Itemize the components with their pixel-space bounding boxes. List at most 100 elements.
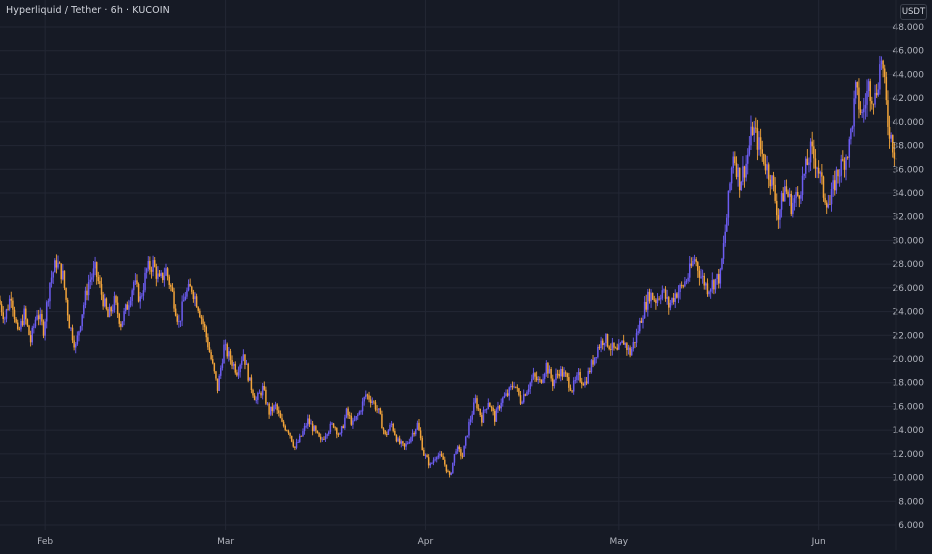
- candle-body: [62, 270, 64, 280]
- candle-body: [237, 372, 240, 376]
- candle-body: [595, 357, 598, 359]
- candle-body: [464, 436, 467, 446]
- candle-body: [410, 437, 412, 443]
- candle-body: [108, 307, 111, 318]
- candle-body: [440, 453, 443, 457]
- candle-body: [123, 311, 125, 322]
- candle-body: [460, 449, 462, 456]
- candle-body: [215, 371, 217, 379]
- candle-body: [863, 108, 865, 113]
- candle-body: [124, 304, 127, 312]
- candle-body: [149, 261, 151, 270]
- candle-body: [113, 296, 116, 310]
- candle-body: [798, 195, 801, 199]
- candle-body: [381, 414, 383, 429]
- candle-body: [102, 294, 104, 307]
- candle-body: [266, 403, 269, 405]
- candle-body: [297, 441, 299, 443]
- candle-body: [572, 380, 575, 392]
- candle-body: [231, 360, 233, 366]
- candle-body: [775, 200, 778, 216]
- candle-body: [273, 405, 275, 412]
- candle-body: [45, 302, 48, 322]
- candle-body: [490, 406, 493, 408]
- candle-body: [54, 260, 56, 273]
- candle-body: [708, 291, 710, 295]
- y-tick-label: 8.000: [898, 497, 924, 507]
- grid-layer: [0, 0, 896, 530]
- candle-body: [885, 76, 888, 101]
- candle-body: [182, 300, 185, 302]
- candle-body: [374, 402, 377, 410]
- candle-body: [500, 402, 502, 409]
- candle-body: [203, 323, 206, 328]
- candle-body: [439, 453, 441, 456]
- candle-body: [632, 342, 635, 349]
- candle-body: [622, 340, 625, 345]
- candle-body: [8, 298, 11, 310]
- candle-body: [173, 291, 175, 309]
- candle-body: [434, 459, 436, 461]
- candle-body: [758, 137, 760, 150]
- candle-body: [429, 463, 432, 466]
- currency-badge[interactable]: USDT: [900, 4, 927, 20]
- candle-body: [527, 388, 530, 392]
- candle-body: [315, 426, 317, 431]
- candle-body: [840, 159, 842, 176]
- candle-body: [387, 430, 390, 435]
- candle-body: [195, 296, 198, 308]
- candle-body: [278, 410, 280, 414]
- candle-body: [742, 166, 744, 182]
- candle-body: [281, 418, 283, 422]
- candle-body: [81, 314, 83, 327]
- candle-body: [323, 439, 325, 441]
- candle-body: [610, 349, 612, 350]
- candle-body: [564, 372, 567, 374]
- candle-body: [181, 301, 183, 321]
- candle-body: [348, 415, 351, 417]
- candle-body: [47, 301, 50, 303]
- candle-body: [871, 100, 873, 104]
- candle-body: [16, 322, 19, 329]
- candle-body: [97, 276, 100, 282]
- candle-body: [447, 471, 449, 473]
- candle-body: [150, 269, 153, 272]
- candle-body: [105, 298, 108, 310]
- candle-body: [363, 397, 365, 402]
- candle-body: [806, 158, 809, 165]
- candle-body: [577, 372, 580, 376]
- candle-body: [526, 391, 528, 396]
- candle-body: [257, 393, 259, 400]
- candle-body: [542, 378, 544, 383]
- candle-body: [516, 387, 519, 389]
- candle-body: [268, 403, 270, 415]
- candle-body: [361, 401, 364, 412]
- candle-body: [427, 457, 430, 466]
- candle-body: [394, 430, 396, 436]
- candle-body: [563, 372, 565, 377]
- candle-body: [310, 423, 312, 425]
- candle-body: [12, 300, 14, 310]
- y-tick-label: 14.000: [893, 426, 925, 436]
- candle-body: [444, 459, 446, 465]
- candle-body: [529, 382, 531, 389]
- candle-body: [648, 291, 651, 302]
- candle-body: [734, 156, 736, 164]
- candle-body: [506, 393, 509, 396]
- candle-body: [534, 373, 536, 377]
- candle-body: [432, 460, 435, 464]
- candle-body: [211, 359, 214, 364]
- symbol-title[interactable]: Hyperliquid / Tether · 6h · KUCOIN: [6, 5, 170, 16]
- candle-body: [191, 286, 193, 292]
- candle-body: [819, 172, 822, 174]
- candle-body: [816, 167, 818, 169]
- candle-body: [137, 284, 140, 302]
- candle-body: [79, 326, 82, 332]
- candle-body: [593, 357, 596, 365]
- candle-body: [431, 463, 433, 464]
- candle-body: [618, 344, 620, 350]
- candle-body: [216, 378, 219, 391]
- y-tick-label: 36.000: [893, 165, 925, 175]
